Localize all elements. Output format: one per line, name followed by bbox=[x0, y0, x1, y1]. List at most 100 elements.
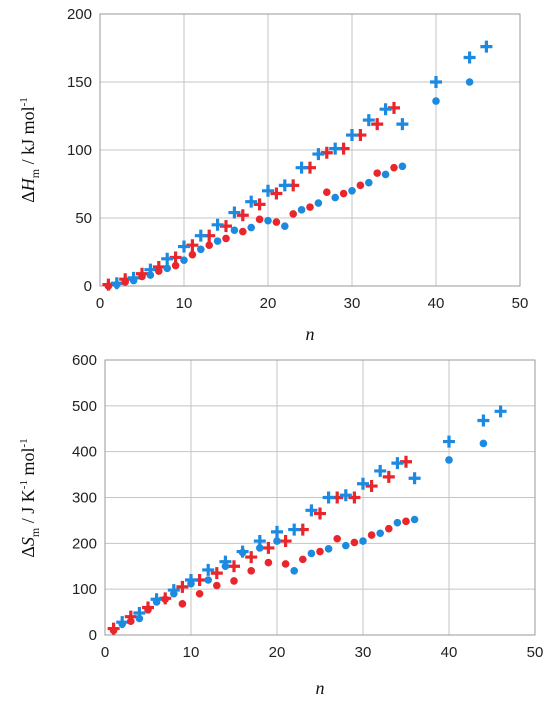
y-axis-title-part: -1 bbox=[18, 480, 30, 489]
red-dot-point bbox=[272, 218, 281, 226]
blue-dot-point bbox=[281, 222, 289, 230]
blue-dot-point bbox=[348, 187, 356, 195]
blue-dot-point bbox=[264, 216, 272, 225]
red-dot-point bbox=[356, 181, 365, 190]
blue-dot-point bbox=[376, 529, 385, 538]
blue-dot-point bbox=[146, 271, 155, 279]
blue-dot-point bbox=[307, 549, 316, 558]
blue-cross-point bbox=[245, 195, 258, 208]
red-dot-point bbox=[188, 250, 197, 259]
x-tick-label: 50 bbox=[527, 644, 544, 661]
blue-dot-point bbox=[152, 598, 161, 606]
blue-dot-point bbox=[170, 589, 178, 598]
blue-cross-point bbox=[494, 405, 507, 418]
x-tick-label: 10 bbox=[183, 644, 200, 661]
y-axis-title-part: S bbox=[18, 537, 38, 546]
blue-dot-point bbox=[381, 170, 390, 179]
red-dot-point bbox=[155, 267, 163, 275]
red-dot-point bbox=[385, 524, 393, 533]
y-tick-label: 100 bbox=[72, 581, 97, 598]
red-dot-point bbox=[289, 210, 298, 218]
blue-dot-point bbox=[221, 562, 230, 571]
blue-dot-point bbox=[180, 256, 188, 264]
blue-cross-point bbox=[194, 229, 207, 242]
blue-cross-point bbox=[329, 142, 342, 155]
blue-cross-point bbox=[374, 464, 387, 477]
blue-cross-point bbox=[396, 118, 409, 131]
red-dot-point bbox=[316, 547, 324, 556]
red-cross-point bbox=[348, 491, 361, 504]
x-tick-label: 10 bbox=[176, 295, 193, 312]
blue-cross-point bbox=[379, 103, 392, 116]
x-tick-label: 50 bbox=[512, 295, 529, 312]
blue-cross-point bbox=[339, 489, 352, 502]
red-dot-point bbox=[350, 538, 359, 547]
blue-dot-point bbox=[230, 226, 239, 235]
red-dot-point bbox=[144, 605, 152, 614]
blue-dot-point bbox=[255, 544, 264, 552]
red-dot-point bbox=[161, 595, 169, 604]
red-dot-point bbox=[367, 531, 376, 539]
y-tick-label: 600 bbox=[72, 352, 97, 369]
red-dot-point bbox=[205, 241, 213, 249]
blue-dot-point bbox=[314, 199, 323, 207]
red-dot-point bbox=[339, 189, 348, 198]
x-axis-title: n bbox=[316, 678, 325, 698]
red-dot-point bbox=[299, 555, 307, 564]
y-axis-title-part: / kJ mol bbox=[18, 106, 38, 169]
x-tick-label: 0 bbox=[101, 644, 109, 661]
x-tick-label: 0 bbox=[96, 295, 104, 312]
blue-cross-point bbox=[408, 472, 421, 485]
blue-cross-point bbox=[357, 477, 369, 490]
y-tick-label: 200 bbox=[67, 6, 92, 23]
blue-dot-point bbox=[273, 537, 281, 545]
red-cross-point bbox=[245, 551, 258, 564]
red-cross-point bbox=[279, 535, 292, 548]
red-dot-point bbox=[281, 560, 290, 568]
blue-dot-point bbox=[187, 579, 195, 588]
y-axis-title-part: m bbox=[28, 527, 42, 537]
blue-cross-point bbox=[362, 114, 375, 127]
x-tick-label: 40 bbox=[428, 295, 445, 312]
blue-dot-point bbox=[398, 162, 407, 171]
y-tick-label: 500 bbox=[72, 398, 97, 415]
y-tick-label: 0 bbox=[89, 627, 97, 644]
blue-cross-point bbox=[346, 129, 358, 142]
blue-cross-point bbox=[278, 179, 291, 192]
y-tick-label: 50 bbox=[75, 210, 92, 227]
red-cross-point bbox=[262, 541, 275, 554]
y-axis-title-part: Δ bbox=[18, 546, 38, 558]
blue-cross-point bbox=[430, 76, 442, 88]
blue-dot-point bbox=[393, 518, 402, 527]
blue-dot-point bbox=[331, 193, 340, 202]
red-cross-point bbox=[371, 118, 384, 131]
blue-dot-point bbox=[479, 439, 488, 448]
red-cross-point bbox=[270, 187, 283, 200]
blue-dot-point bbox=[163, 264, 171, 273]
blue-cross-point bbox=[211, 218, 224, 231]
blue-dot-point bbox=[465, 78, 474, 86]
y-tick-label: 100 bbox=[67, 142, 92, 159]
blue-dot-point bbox=[359, 537, 367, 545]
blue-cross-point bbox=[312, 148, 325, 161]
blue-cross-point bbox=[295, 161, 308, 174]
blue-dot-point bbox=[213, 237, 222, 245]
red-dot-point bbox=[213, 581, 221, 590]
red-cross-point bbox=[236, 209, 249, 222]
y-axis-title-part: H bbox=[18, 177, 38, 192]
blue-cross-point bbox=[178, 240, 190, 253]
enthalpy-chart: 0 10 20 30 40 50 0 50 100 150 200 n ΔHm / kJ mol-1 bbox=[18, 6, 528, 344]
blue-dot-point bbox=[297, 206, 306, 214]
blue-dot-point bbox=[238, 548, 247, 557]
blue-cross-point bbox=[288, 523, 301, 536]
x-tick-label: 30 bbox=[355, 644, 372, 661]
blue-cross-point bbox=[305, 504, 318, 517]
red-dot-point bbox=[195, 589, 204, 598]
y-tick-label: 0 bbox=[84, 278, 92, 295]
y-axis-title-part: -1 bbox=[18, 97, 30, 106]
blue-dot-point bbox=[324, 545, 333, 553]
y-tick-label: 150 bbox=[67, 74, 92, 91]
red-dot-point bbox=[333, 534, 342, 543]
